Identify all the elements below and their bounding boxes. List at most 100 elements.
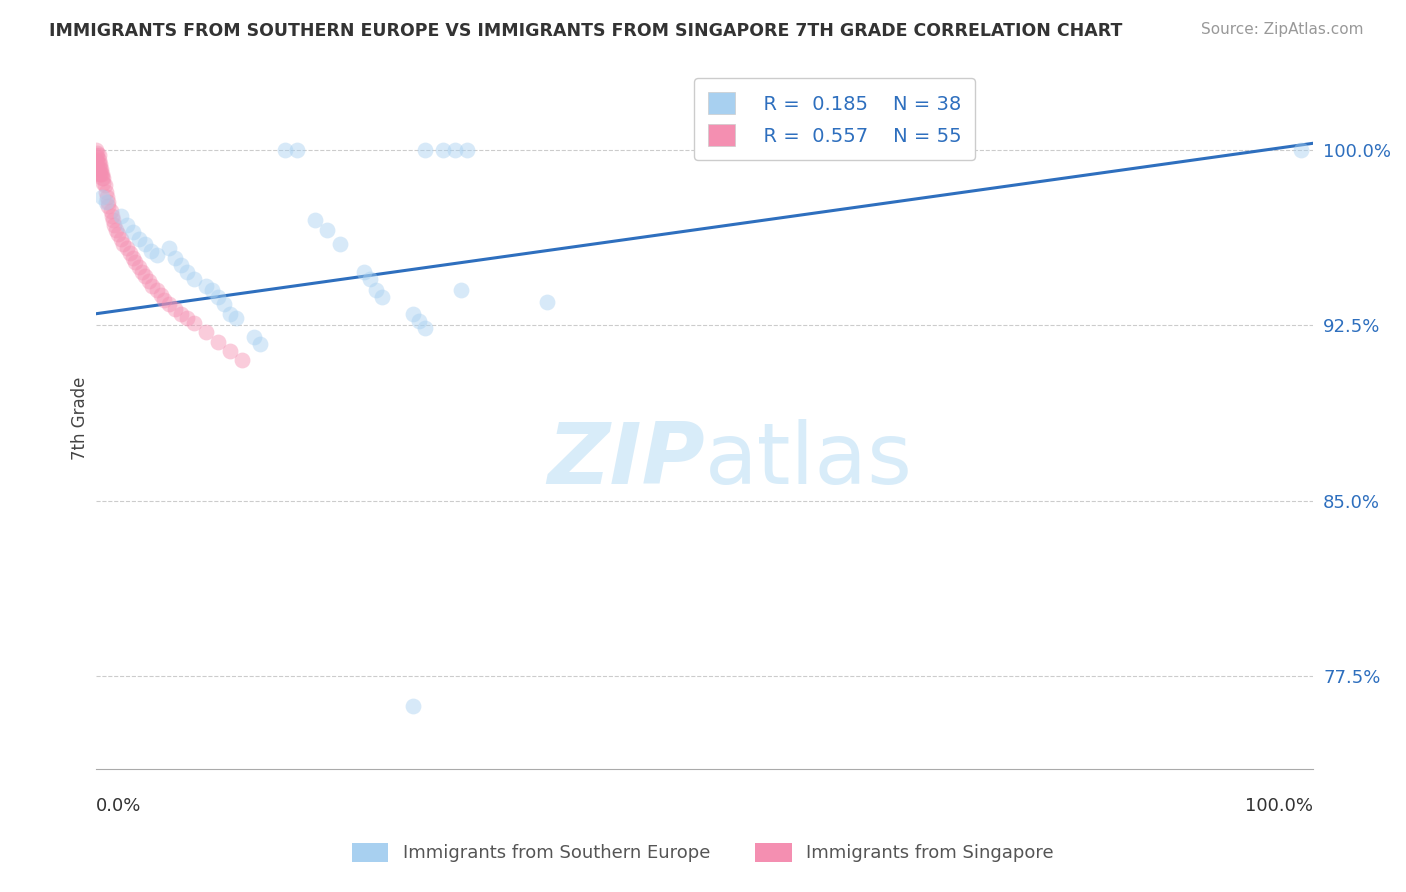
Point — [413, 320, 436, 334]
Point — [103, 218, 125, 232]
Point — [225, 311, 247, 326]
Point — [146, 248, 169, 262]
Point — [444, 143, 467, 157]
Point — [401, 307, 423, 321]
Point — [413, 143, 436, 157]
Point — [231, 353, 253, 368]
Point — [207, 334, 229, 349]
Point — [115, 241, 138, 255]
Point — [146, 284, 169, 298]
Point — [115, 218, 138, 232]
Point — [183, 316, 205, 330]
Point — [128, 260, 150, 274]
Point — [170, 307, 193, 321]
Point — [157, 241, 180, 255]
Text: ZIP: ZIP — [547, 419, 704, 502]
Point — [450, 284, 472, 298]
Point — [353, 265, 375, 279]
Point — [97, 194, 120, 209]
Point — [274, 143, 297, 157]
Point — [94, 194, 117, 209]
Point — [101, 209, 124, 223]
Point — [141, 278, 163, 293]
Legend: Immigrants from Southern Europe, Immigrants from Singapore: Immigrants from Southern Europe, Immigra… — [344, 836, 1062, 870]
Point — [86, 145, 108, 160]
Text: 0.0%: 0.0% — [96, 797, 142, 815]
Point — [91, 190, 114, 204]
Point — [201, 284, 224, 298]
Point — [456, 143, 478, 157]
Point — [84, 153, 107, 167]
Point — [219, 307, 242, 321]
Point — [176, 311, 198, 326]
Point — [96, 190, 118, 204]
Point — [86, 160, 108, 174]
Point — [87, 153, 110, 167]
Point — [249, 337, 271, 351]
Point — [121, 251, 143, 265]
Point — [124, 255, 146, 269]
Point — [89, 161, 111, 176]
Point — [94, 186, 117, 200]
Point — [86, 150, 108, 164]
Point — [176, 265, 198, 279]
Text: IMMIGRANTS FROM SOUTHERN EUROPE VS IMMIGRANTS FROM SINGAPORE 7TH GRADE CORRELATI: IMMIGRANTS FROM SOUTHERN EUROPE VS IMMIG… — [49, 22, 1122, 40]
Point — [243, 330, 266, 344]
Point — [91, 167, 114, 181]
Point — [408, 314, 430, 328]
Point — [165, 301, 187, 316]
Point — [93, 171, 115, 186]
Point — [207, 290, 229, 304]
Point — [219, 344, 242, 359]
Point — [194, 278, 217, 293]
Point — [84, 143, 107, 157]
Point — [401, 699, 423, 714]
Point — [128, 232, 150, 246]
Point — [91, 171, 114, 186]
Legend:   R =  0.185    N = 38,   R =  0.557    N = 55: R = 0.185 N = 38, R = 0.557 N = 55 — [695, 78, 974, 160]
Point — [138, 274, 160, 288]
Point — [153, 293, 176, 307]
Point — [329, 236, 352, 251]
Point — [366, 284, 388, 298]
Point — [111, 236, 134, 251]
Point — [1289, 143, 1312, 157]
Point — [194, 326, 217, 340]
Point — [89, 167, 111, 181]
Text: 100.0%: 100.0% — [1246, 797, 1313, 815]
Point — [93, 178, 115, 193]
Text: Source: ZipAtlas.com: Source: ZipAtlas.com — [1201, 22, 1364, 37]
Point — [121, 225, 143, 239]
Point — [93, 176, 115, 190]
Point — [304, 213, 326, 227]
Point — [87, 148, 110, 162]
Point — [87, 161, 110, 176]
Y-axis label: 7th Grade: 7th Grade — [72, 377, 89, 460]
Point — [107, 227, 129, 242]
Point — [90, 167, 112, 181]
Point — [134, 269, 156, 284]
Point — [89, 157, 111, 171]
Point — [120, 246, 142, 260]
Point — [84, 148, 107, 162]
Point — [86, 155, 108, 169]
Point — [110, 232, 132, 246]
Point — [87, 157, 110, 171]
Point — [285, 143, 308, 157]
Point — [87, 167, 110, 181]
Point — [536, 295, 558, 310]
Point — [359, 271, 381, 285]
Point — [432, 143, 454, 157]
Text: atlas: atlas — [704, 419, 912, 502]
Point — [100, 204, 122, 219]
Point — [212, 297, 235, 311]
Point — [131, 265, 153, 279]
Point — [103, 213, 125, 227]
Point — [110, 209, 132, 223]
Point — [90, 161, 112, 176]
Point — [165, 251, 187, 265]
Point — [97, 199, 120, 213]
Point — [157, 297, 180, 311]
Point — [104, 222, 127, 236]
Point — [134, 236, 156, 251]
